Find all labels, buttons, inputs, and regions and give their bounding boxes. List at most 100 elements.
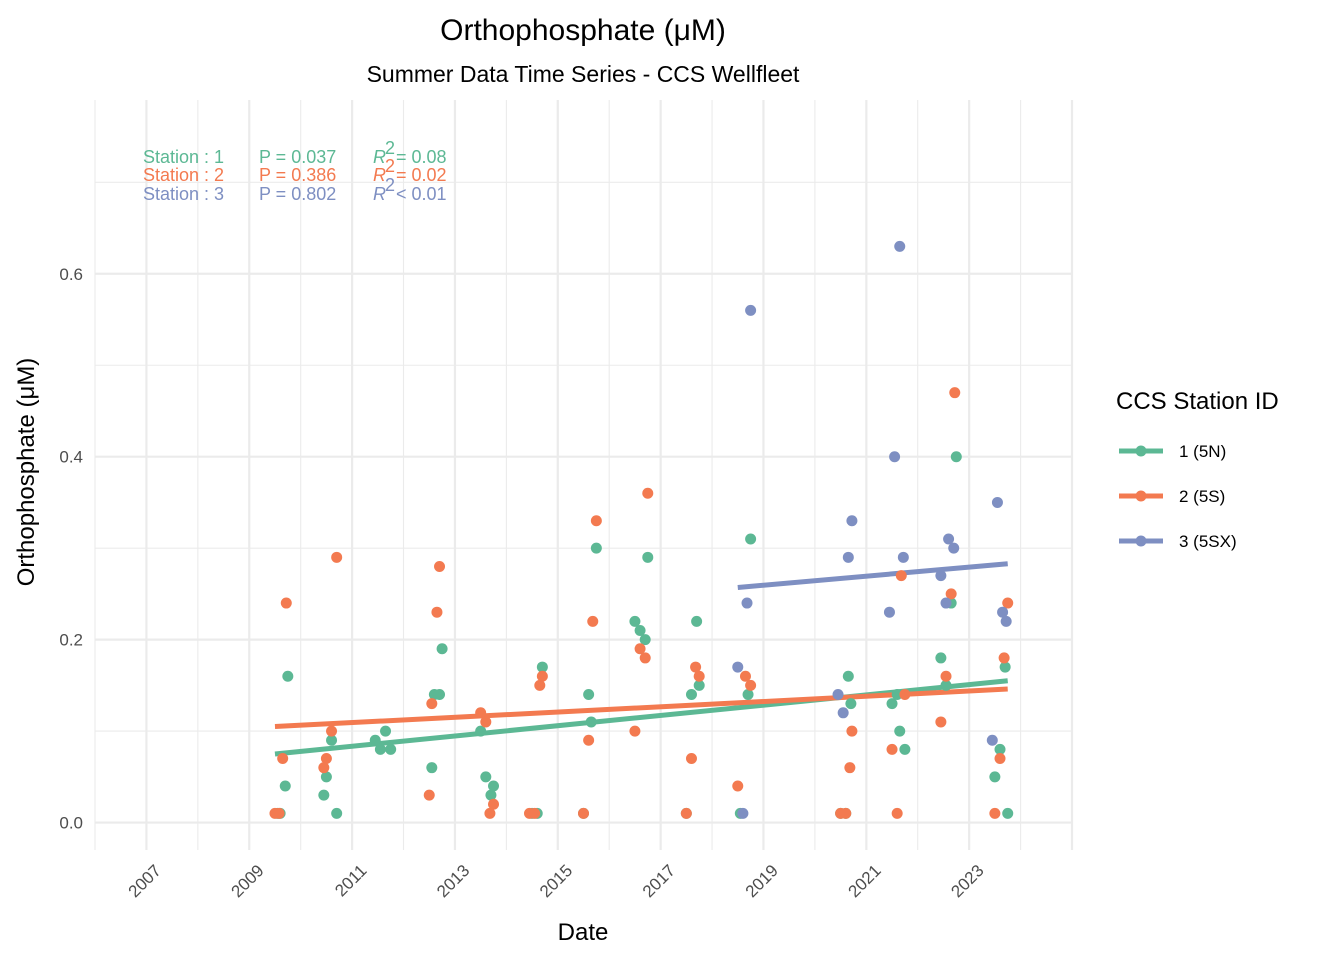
data-point-station-3	[948, 542, 960, 554]
stat-annotation-station-3: Station : 3 P = 0.802 R 2 < 0.01	[143, 175, 447, 204]
x-tick-label: 2009	[228, 861, 268, 901]
data-point-station-2	[326, 725, 338, 737]
data-point-station-3	[842, 551, 854, 563]
data-point-station-1	[326, 734, 338, 746]
data-point-station-2	[895, 570, 907, 582]
data-point-station-1	[318, 789, 330, 801]
legend-item-station-2: 2 (5S)	[1119, 487, 1225, 506]
data-points	[269, 240, 1014, 819]
data-point-station-1	[369, 734, 381, 746]
data-point-station-3	[1000, 615, 1012, 627]
data-point-station-2	[989, 807, 1001, 819]
data-point-station-2	[634, 643, 646, 655]
data-point-station-3	[894, 240, 906, 252]
data-point-station-2	[685, 753, 697, 765]
data-point-station-1	[691, 615, 703, 627]
data-point-station-2	[680, 807, 692, 819]
data-point-station-3	[889, 451, 901, 463]
y-tick-label: 0.6	[59, 265, 83, 284]
data-point-station-1	[845, 698, 857, 710]
x-axis-ticks: 2007 2009 2011 2013 2015 2017 2019 2021 2023	[125, 861, 988, 901]
data-point-station-1	[940, 679, 952, 691]
data-point-station-3	[732, 661, 744, 673]
x-tick-label: 2021	[845, 861, 885, 901]
legend: CCS Station ID 1 (5N) 2 (5S) 3 (5SX)	[1116, 388, 1279, 551]
data-point-station-1	[999, 661, 1011, 673]
data-point-station-1	[899, 743, 911, 755]
data-point-station-1	[693, 679, 705, 691]
stat-station-label: Station : 1	[143, 147, 224, 167]
data-point-station-3	[986, 734, 998, 746]
stat-annotation-station-2: Station : 2 P = 0.386 R 2 = 0.02	[143, 156, 447, 185]
data-point-station-2	[629, 725, 641, 737]
x-tick-label: 2007	[125, 861, 165, 901]
data-point-station-2	[484, 807, 496, 819]
data-point-station-3	[943, 533, 955, 545]
stat-r2-superscript: 2	[385, 156, 395, 176]
data-point-station-2	[840, 807, 852, 819]
data-point-station-2	[846, 725, 858, 737]
data-point-station-1	[282, 670, 294, 682]
data-point-station-2	[940, 670, 952, 682]
data-point-station-2	[994, 753, 1006, 765]
data-point-station-1	[842, 670, 854, 682]
data-point-station-2	[434, 560, 446, 572]
x-tick-label: 2023	[947, 861, 987, 901]
data-point-station-2	[732, 780, 744, 792]
data-point-station-2	[891, 807, 903, 819]
data-point-station-1	[634, 624, 646, 636]
chart-title: Orthophosphate (μM)	[440, 14, 726, 47]
data-point-station-3	[940, 597, 952, 609]
data-point-station-1	[742, 689, 754, 701]
stat-r2-label: R	[373, 147, 386, 167]
data-point-station-2	[639, 652, 651, 664]
data-point-station-2	[693, 670, 705, 682]
data-point-station-2	[590, 515, 602, 527]
data-point-station-1	[642, 551, 654, 563]
data-point-station-1	[685, 689, 697, 701]
data-point-station-1	[639, 634, 651, 646]
data-point-station-2	[536, 670, 548, 682]
data-point-station-2	[529, 807, 541, 819]
data-point-station-3	[741, 597, 753, 609]
data-point-station-2	[534, 679, 546, 691]
x-tick-label: 2013	[433, 861, 473, 901]
data-point-station-2	[320, 753, 332, 765]
data-point-station-1	[331, 807, 343, 819]
data-point-station-1	[380, 725, 392, 737]
grid	[94, 100, 1074, 850]
data-point-station-3	[897, 551, 909, 563]
data-point-station-2	[690, 661, 702, 673]
stat-p-value: P = 0.037	[259, 147, 336, 167]
data-point-station-2	[480, 716, 492, 728]
legend-key-point	[1135, 535, 1147, 547]
data-point-station-2	[998, 652, 1010, 664]
data-point-station-2	[935, 716, 947, 728]
data-point-station-1	[745, 533, 757, 545]
chart-subtitle: Summer Data Time Series - CCS Wellfleet	[367, 61, 800, 87]
x-axis-title: Date	[558, 919, 609, 946]
data-point-station-2	[1002, 597, 1014, 609]
data-point-station-2	[945, 588, 957, 600]
data-point-station-1	[935, 652, 947, 664]
trend-line-station-3	[737, 561, 1008, 590]
y-tick-label: 0.4	[59, 448, 83, 467]
stat-r2-value: = 0.02	[396, 165, 447, 185]
data-point-station-1	[583, 689, 595, 701]
data-point-station-3	[737, 807, 749, 819]
y-axis-title: Orthophosphate (μM)	[13, 358, 40, 587]
legend-key-point	[1135, 490, 1147, 502]
y-tick-label: 0.0	[59, 814, 83, 833]
data-point-station-1	[436, 643, 448, 655]
data-point-station-3	[883, 606, 895, 618]
stat-r2-superscript: 2	[385, 138, 395, 158]
data-point-station-3	[832, 689, 844, 701]
stat-r2-value: = 0.08	[396, 147, 447, 167]
stat-r2-label: R	[373, 184, 386, 204]
data-point-station-2	[899, 689, 911, 701]
data-point-station-1	[629, 615, 641, 627]
stat-station-label: Station : 3	[143, 184, 224, 204]
data-point-station-1	[585, 716, 597, 728]
